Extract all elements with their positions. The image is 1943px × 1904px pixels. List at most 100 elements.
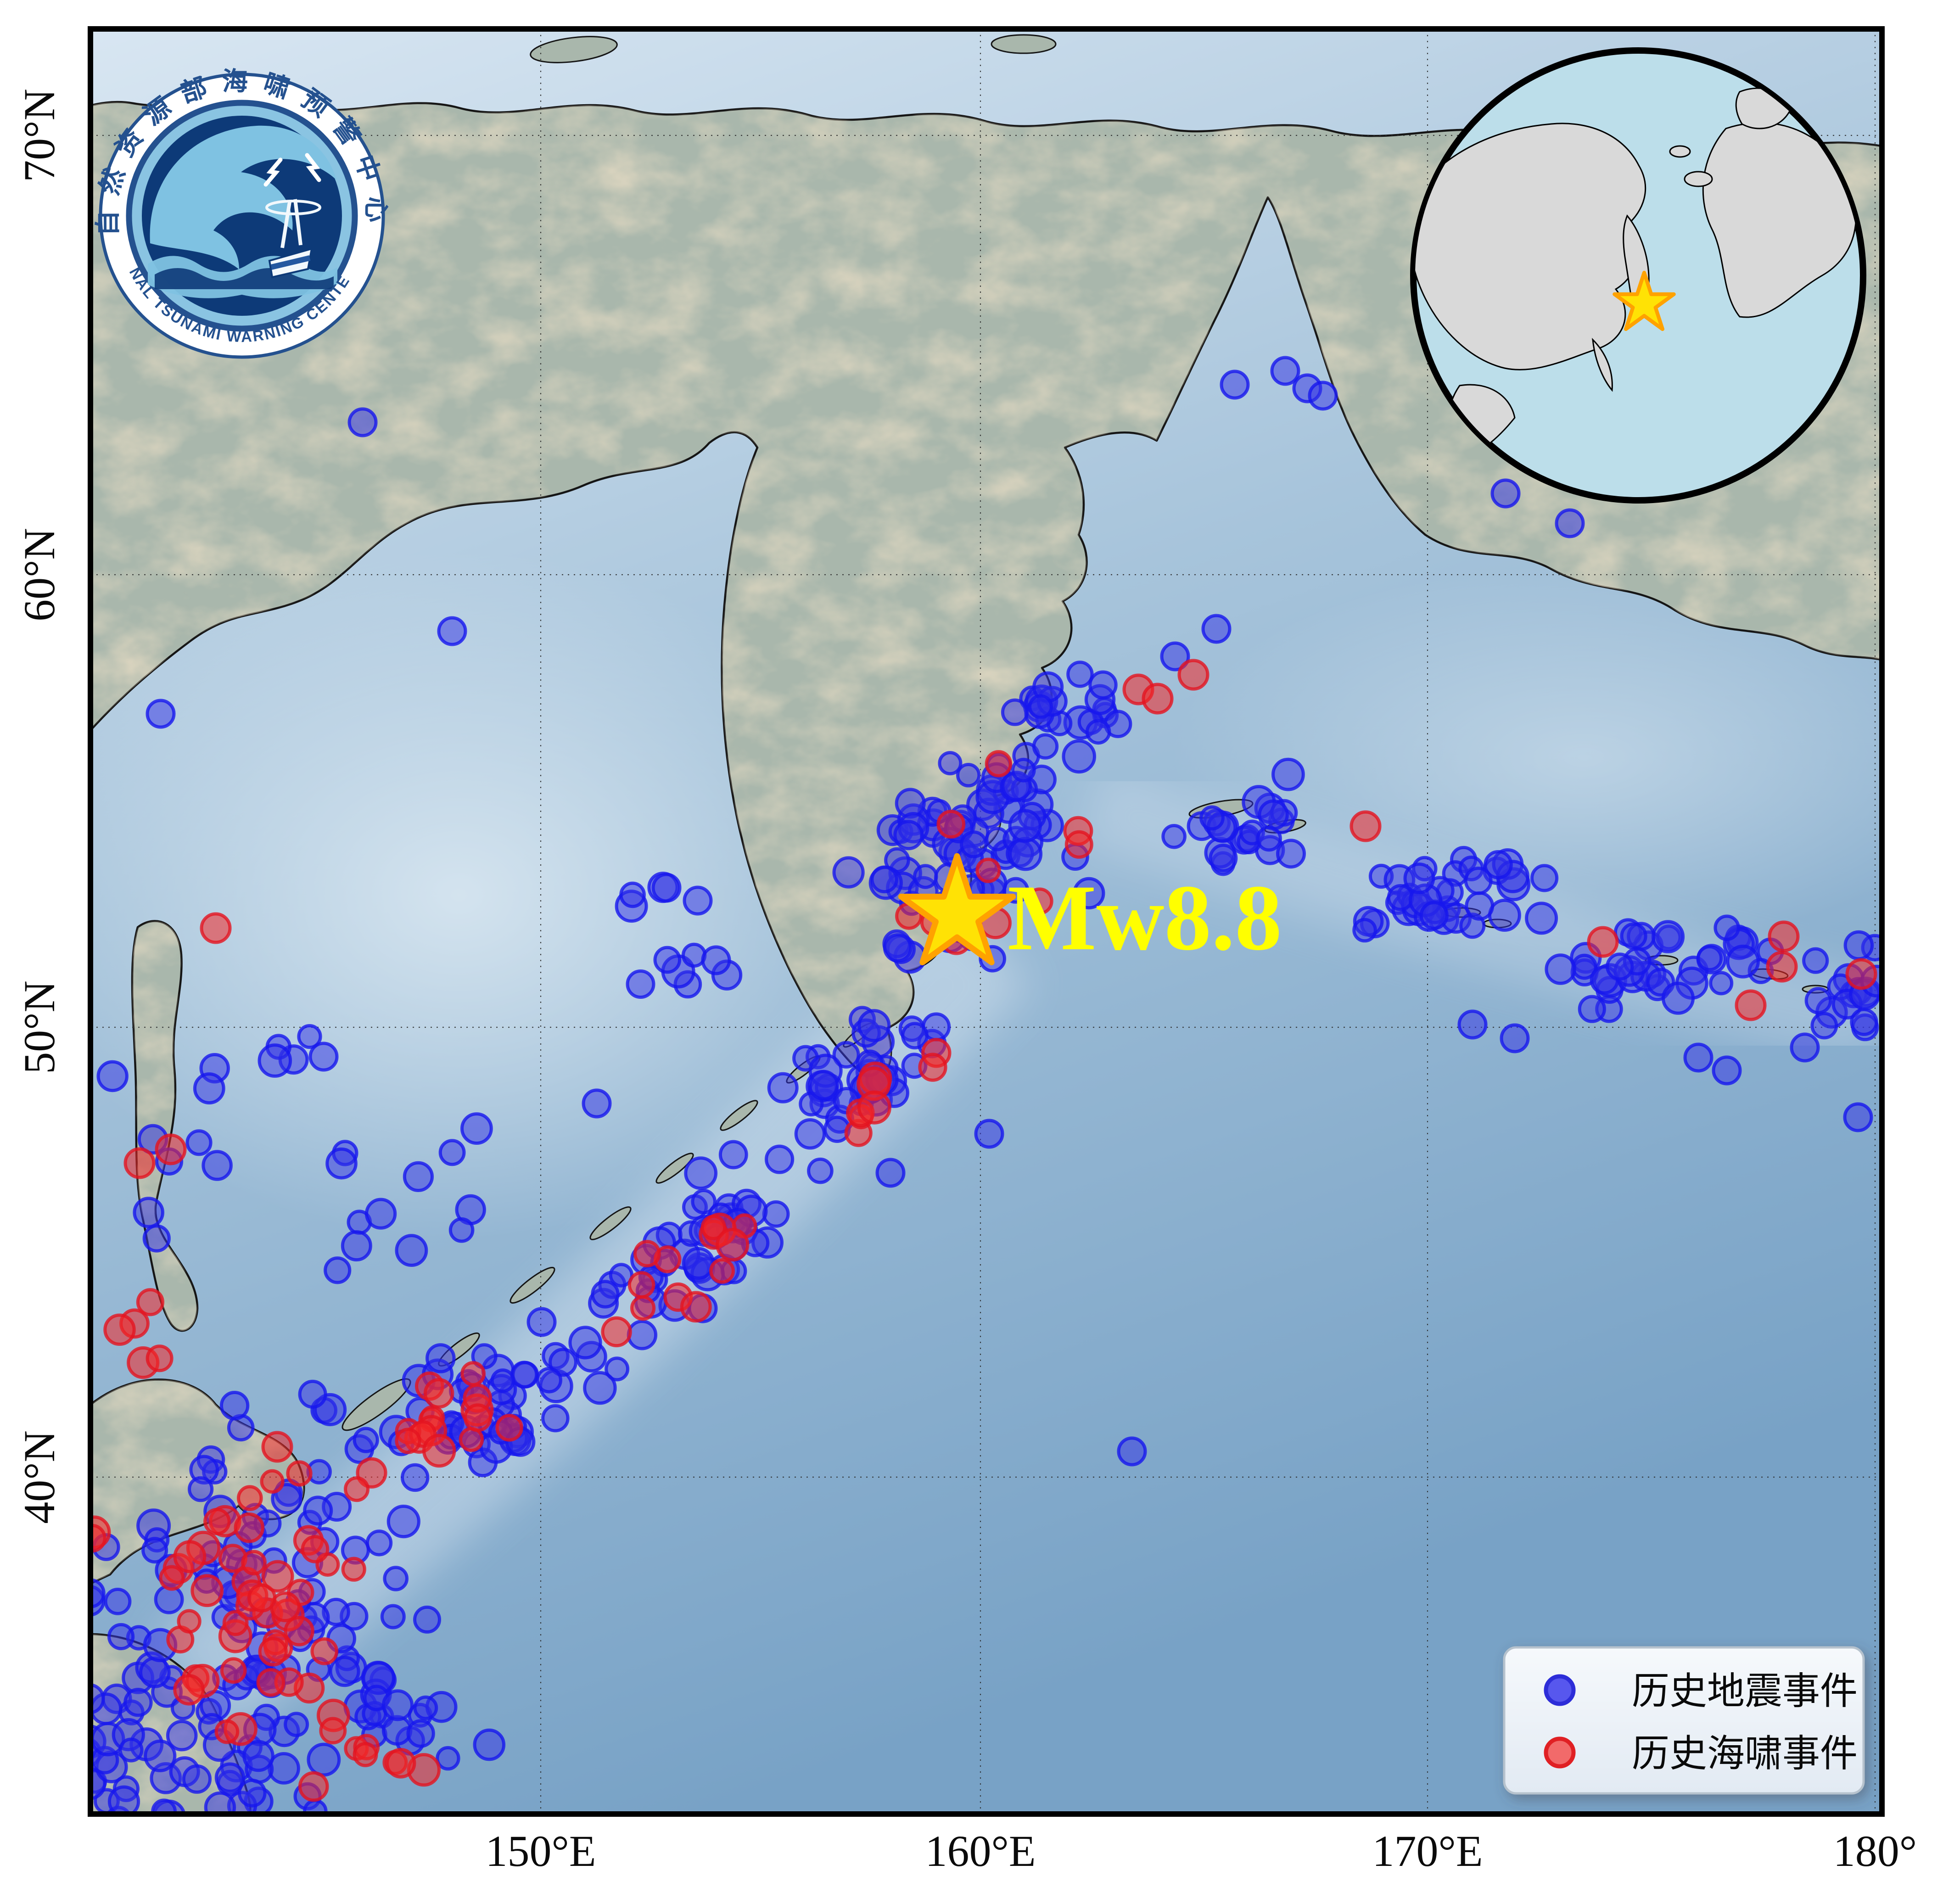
earthquake-event-dot [258,1043,292,1078]
earthquake-event-dot [875,1158,906,1188]
earthquake-event-dot [582,1088,612,1119]
earthquake-event-dot [913,864,938,889]
tsunami-event-dot [395,1428,421,1454]
globe-japan [1592,337,1613,392]
tsunami-event-dot [630,1295,656,1321]
tsunami-event-dot [173,1540,207,1574]
tsunami-event-dot [716,1228,750,1262]
tsunami-event-dot [385,1748,416,1779]
earthquake-event-dot [832,856,865,889]
earthquake-event-dot [549,1348,577,1377]
tsunami-event-dot [310,1637,339,1665]
earthquake-event-dot [297,1024,322,1049]
earthquake-event-dot [1220,370,1250,400]
tsunami-event-dot [136,1288,164,1316]
axis-labels: 70°N 60°N 50°N 40°N 150°E 160°E 170°E 180° [15,89,1917,1876]
earthquake-event-dot [1066,661,1094,688]
tsunami-event-dot [1587,926,1619,958]
earthquake-event-dot [53,1756,82,1784]
legend-box [1503,1646,1865,1795]
earthquake-event-dot [1161,824,1187,849]
earthquake-event-dot [1490,478,1521,509]
earthquake-event-dot [583,1371,617,1405]
tsunami-event-dot [918,1053,947,1082]
earthquake-event-dot [765,1144,795,1174]
earthquake-event-dot [1709,971,1734,996]
earthquake-event-dot [794,1118,826,1150]
earthquake-event-dot [626,969,655,999]
earthquake-event-dot [238,1779,267,1808]
earthquake-event-dot [1419,901,1449,930]
tsunami-event-dot [258,1637,288,1667]
earthquake-event-dot [1606,952,1634,981]
tsunami-event-dot [234,1512,265,1543]
globe-arctic-isle2 [1669,145,1691,158]
tsunami-event-dot [190,1574,224,1607]
earthquake-event-dot [1843,930,1874,961]
earthquake-event-dot [1073,877,1105,910]
tsunami-event-dot [214,1719,240,1744]
earthquake-event-dot [893,820,924,851]
tsunami-event-dot [155,1133,187,1165]
tsunami-event-dot [1845,958,1877,990]
earthquake-event-dot [526,1307,557,1337]
earthquake-event-dot [303,1495,333,1526]
earthquake-event-dot [107,1785,140,1814]
earthquake-event-dot [341,1230,372,1262]
earthquake-event-dot [59,1713,84,1739]
earthquake-event-dot [684,1156,718,1190]
earthquake-event-dot [157,1839,179,1862]
earthquake-event-dot [133,1197,165,1228]
tsunami-event-dot [422,1434,456,1468]
tsunami-event-dot [353,1742,378,1767]
earthquake-event-dot [308,1042,339,1072]
earthquake-event-dot [365,1198,397,1230]
tsunami-event-dot [284,1616,314,1646]
earthquake-event-dot [118,1737,144,1763]
tsunami-event-dot [1177,659,1209,691]
earthquake-event-dot [1085,719,1111,745]
tsunami-event-dot [61,1509,86,1534]
earthquake-event-dot [1276,839,1306,869]
earthquake-event-dot [96,1060,129,1092]
earthquake-event-dot [1258,799,1289,831]
arctic-island-2 [991,34,1057,54]
earthquake-event-dot [510,1361,538,1389]
earthquake-event-dot [448,1217,475,1243]
tsunami-event-dot [857,1090,891,1125]
earthquake-event-dot [1713,914,1740,941]
earthquake-event-dot [808,1070,839,1101]
tsunami-event-dot [261,1560,294,1593]
tsunami-event-dot [680,1291,712,1323]
tsunami-event-dot [103,1313,136,1346]
earthquake-event-dot [202,1150,233,1181]
earthquake-event-dot [473,1728,506,1761]
tsunami-event-dot [146,1344,174,1372]
tsunami-event-dot [220,1657,247,1684]
earthquake-event-dot [1028,694,1053,719]
earthquake-event-dot [870,865,898,894]
earthquake-event-dot [1008,809,1042,843]
earthquake-event-dot [1465,891,1495,921]
earthquake-event-dot [767,1072,799,1103]
earthquake-event-dot [401,1463,430,1492]
earthquake-event-dot [691,1189,717,1215]
earthquake-event-dot [1804,987,1832,1014]
tsunami-event-dot [203,1508,231,1535]
earthquake-event-dot [1062,739,1096,774]
earthquake-event-dot [139,1657,171,1688]
tsunami-event-dot [261,1431,293,1463]
earthquake-event-dot [437,616,467,646]
earthquake-event-dot [1160,641,1190,672]
earthquake-event-dot [1011,757,1036,783]
earthquake-event-dot [974,1119,1004,1149]
globe-eurasia [1415,123,1646,370]
tsunami-event-dot [286,1460,313,1487]
tsunami-event-dot [985,750,1013,778]
tsunami-event-dot [1026,887,1053,915]
earthquake-event-dot [1201,614,1232,644]
lat-tick-label: 70°N [15,89,64,182]
tsunami-event-dot [301,1535,330,1563]
earthquake-event-dot [460,1112,493,1145]
